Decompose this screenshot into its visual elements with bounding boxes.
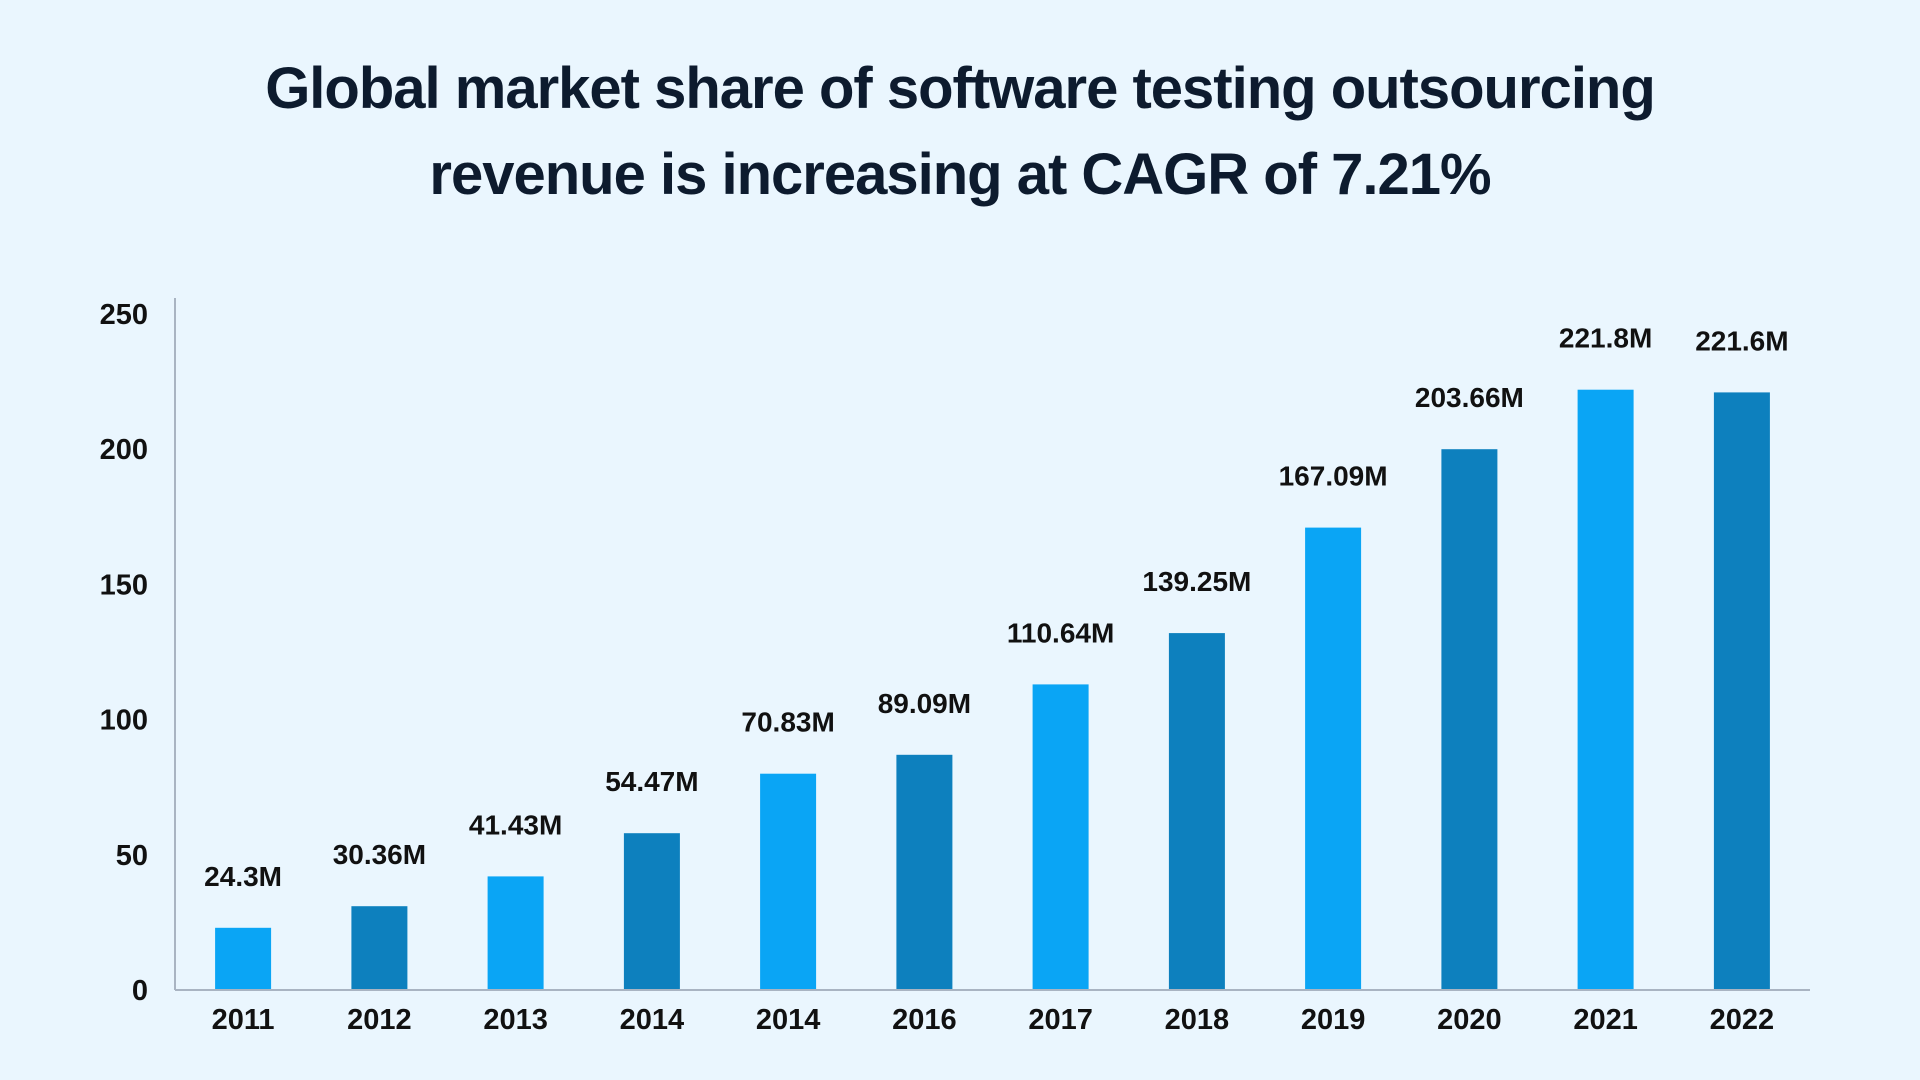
y-tick-label-2: 100 [100, 705, 148, 737]
data-label-8: 167.09M [1279, 461, 1388, 492]
bar-8 [1305, 527, 1362, 990]
bars-layer [215, 389, 1770, 990]
bar-3 [623, 833, 680, 990]
y-tick-label-3: 150 [100, 569, 148, 601]
data-label-0: 24.3M [204, 861, 282, 892]
data-label-7: 139.25M [1142, 566, 1251, 597]
x-tick-label-9: 2020 [1437, 1004, 1502, 1036]
data-label-1: 30.36M [333, 839, 426, 870]
bar-2 [487, 876, 544, 990]
chart-title: Global market share of software testing … [160, 46, 1760, 218]
y-tick-label-1: 50 [116, 840, 148, 872]
bar-9 [1441, 449, 1498, 990]
x-tick-label-11: 2022 [1710, 1004, 1775, 1036]
bar-4 [760, 773, 817, 990]
x-tick-label-2: 2013 [483, 1004, 548, 1036]
y-tick-label-4: 200 [100, 434, 148, 466]
x-tick-label-6: 2017 [1028, 1004, 1093, 1036]
x-tick-label-10: 2021 [1573, 1004, 1638, 1036]
data-label-5: 89.09M [878, 688, 971, 719]
bar-1 [351, 906, 408, 990]
y-tick-label-0: 0 [132, 975, 148, 1007]
x-tick-label-8: 2019 [1301, 1004, 1366, 1036]
chart-title-line-2: revenue is increasing at CAGR of 7.21% [429, 142, 1491, 207]
data-label-6: 110.64M [1007, 617, 1114, 648]
x-tick-label-3: 2014 [620, 1004, 685, 1036]
bar-7 [1168, 633, 1225, 990]
x-tick-label-0: 2011 [212, 1004, 275, 1036]
data-label-9: 203.66M [1415, 382, 1524, 413]
bar-0 [215, 927, 272, 990]
chart-title-line-1: Global market share of software testing … [265, 56, 1656, 121]
data-label-4: 70.83M [741, 707, 834, 738]
x-tick-label-5: 2016 [892, 1004, 957, 1036]
data-labels-layer: 24.3M 30.36M 41.43M 54.47M 70.83M 89.09M 110.6… [204, 323, 1788, 892]
data-label-10: 221.8M [1559, 323, 1652, 354]
x-tick-label-7: 2018 [1165, 1004, 1230, 1036]
data-label-11: 221.6M [1695, 325, 1788, 356]
y-tick-label-5: 250 [100, 299, 148, 331]
x-tick-label-4: 2014 [756, 1004, 821, 1036]
axes-layer: 2011 2012 2013 2014 2014 2016 2017 2018 2019 2020… [100, 298, 1810, 1036]
data-label-2: 41.43M [469, 809, 562, 840]
bar-11 [1713, 392, 1770, 990]
bar-5 [896, 754, 953, 990]
bar-10 [1577, 389, 1634, 990]
x-tick-label-1: 2012 [347, 1004, 412, 1036]
bar-6 [1032, 684, 1089, 990]
data-label-3: 54.47M [605, 766, 698, 797]
